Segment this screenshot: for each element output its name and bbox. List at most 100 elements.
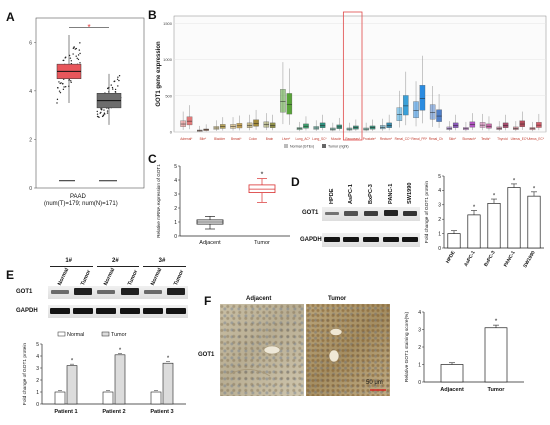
plot-frame: [35, 17, 145, 189]
tissue-box: [186, 116, 193, 126]
x-category-label: Adjacent: [199, 240, 221, 246]
data-point: [102, 114, 105, 116]
lane-label: SW1990: [407, 182, 414, 204]
legend-swatch-normal: [284, 144, 288, 148]
tissue-label: Renal_PR*: [411, 137, 428, 141]
data-point: [106, 112, 109, 114]
tissue-label: Bile*: [200, 137, 207, 141]
panel-f-chart: 0 1 2 3 4 Relative GOT1 staining score(%) Adja…: [404, 310, 524, 393]
tissue-box: [403, 95, 409, 116]
bar: [447, 233, 461, 249]
significance-star: *: [473, 205, 476, 211]
ihc-adjacent-image: [220, 304, 304, 396]
bar: [162, 362, 174, 405]
got1-band: [324, 211, 339, 216]
y-tick-label: 3: [36, 366, 39, 372]
significance-star: *: [87, 23, 90, 32]
tissue-label: Prostate*: [363, 137, 377, 141]
group-bracket: [50, 266, 93, 267]
panel-a-chart: 0 2 4 6 *: [29, 17, 145, 192]
y-tick-label: 1500: [163, 21, 173, 26]
gapdh-band: [382, 237, 399, 242]
data-point: [112, 88, 114, 90]
bar: [467, 214, 481, 249]
panel-b-letter: B: [148, 8, 157, 22]
tissue-label: Thyroid: [497, 137, 508, 141]
tissue-label: Colon: [249, 137, 258, 141]
data-point: [72, 47, 75, 50]
got1-band: [144, 290, 162, 294]
y-tick-label: 4: [36, 354, 39, 360]
gapdh-band: [49, 308, 70, 314]
y-tick-label: 3: [418, 327, 421, 333]
y-tick-label: 4: [438, 188, 441, 194]
significance-star: *: [513, 178, 516, 184]
panel-e-row-gapdh: GAPDH: [16, 308, 38, 314]
y-tick-label: 0: [170, 130, 173, 135]
data-point: [58, 90, 61, 92]
data-point: [62, 82, 64, 85]
data-point: [56, 102, 58, 104]
panel-f-letter: F: [204, 294, 212, 308]
bar: [66, 365, 78, 405]
panel-d-letter: D: [291, 175, 300, 189]
panel-f-img-label-tumor: Tumor: [328, 296, 347, 302]
got1-band: [167, 288, 186, 295]
tissue-label: Brain: [266, 137, 274, 141]
panel-d-row-got1: GOT1: [302, 210, 319, 216]
tissue-label: Breast*: [231, 137, 242, 141]
y-axis-label: GOT1 gene expression: [156, 41, 162, 107]
group-bracket: [143, 266, 186, 267]
legend-tumor: Tumor: [111, 332, 127, 338]
bar: [114, 354, 126, 405]
y-tick-label: 2: [418, 345, 421, 351]
data-point: [118, 74, 121, 77]
patient-group-label: 1#: [65, 258, 73, 264]
got1-band: [74, 288, 92, 295]
scale-bar-label: 50 μm: [366, 380, 383, 386]
got1-band: [383, 210, 398, 217]
data-point: [110, 84, 112, 86]
y-tick-label: 3: [438, 203, 441, 209]
x-category-label: Tumor: [488, 387, 506, 393]
data-point: [111, 86, 114, 89]
tissue-label: Renal_CC*: [395, 137, 412, 141]
legend-swatch-tumor: [322, 144, 326, 148]
data-point: [70, 80, 72, 82]
data-point: [103, 109, 105, 111]
panel-e-row-got1: GOT1: [16, 289, 33, 295]
lane-label: Normal: [56, 267, 70, 287]
data-point: [106, 110, 109, 112]
y-tick-label: 5: [36, 342, 39, 348]
lane-label: HPDE: [328, 188, 335, 204]
gapdh-band: [402, 237, 419, 242]
bar: [150, 391, 162, 405]
y-tick-label: 1: [438, 231, 441, 237]
bar: [440, 364, 464, 383]
data-point: [99, 112, 101, 114]
group-bracket: [96, 266, 140, 267]
x-category-label: Patient 2: [102, 409, 125, 415]
lane-label: Tumor: [126, 269, 140, 287]
data-point: [98, 116, 100, 119]
y-tick-label: 5: [438, 174, 441, 180]
data-point: [75, 47, 78, 50]
tissue-box: [413, 101, 419, 119]
legend-swatch-tumor: [101, 331, 110, 337]
panel-f-img-label-adjacent: Adjacent: [246, 296, 272, 302]
legend-tumor: Tumor (right): [328, 145, 349, 149]
lane-label: BxPC-3: [368, 184, 374, 204]
tissue-box: [436, 109, 442, 122]
data-point: [78, 49, 81, 51]
data-point: [79, 42, 81, 44]
y-tick-label: 4: [29, 89, 32, 95]
x-category-label: Patient 1: [54, 409, 77, 415]
data-point: [100, 109, 103, 111]
panel-d-blot: HPDE AsPC-1 BxPC-3 PANC-1 SW1990 GOT1 GAPDH: [300, 170, 420, 260]
gapdh-band: [166, 308, 187, 314]
x-category-label: AsPC-1: [463, 250, 477, 268]
patient-group-label: 3#: [158, 258, 166, 264]
data-point: [103, 112, 106, 114]
data-point: [70, 60, 73, 62]
y-tick-label: 0: [438, 246, 441, 252]
